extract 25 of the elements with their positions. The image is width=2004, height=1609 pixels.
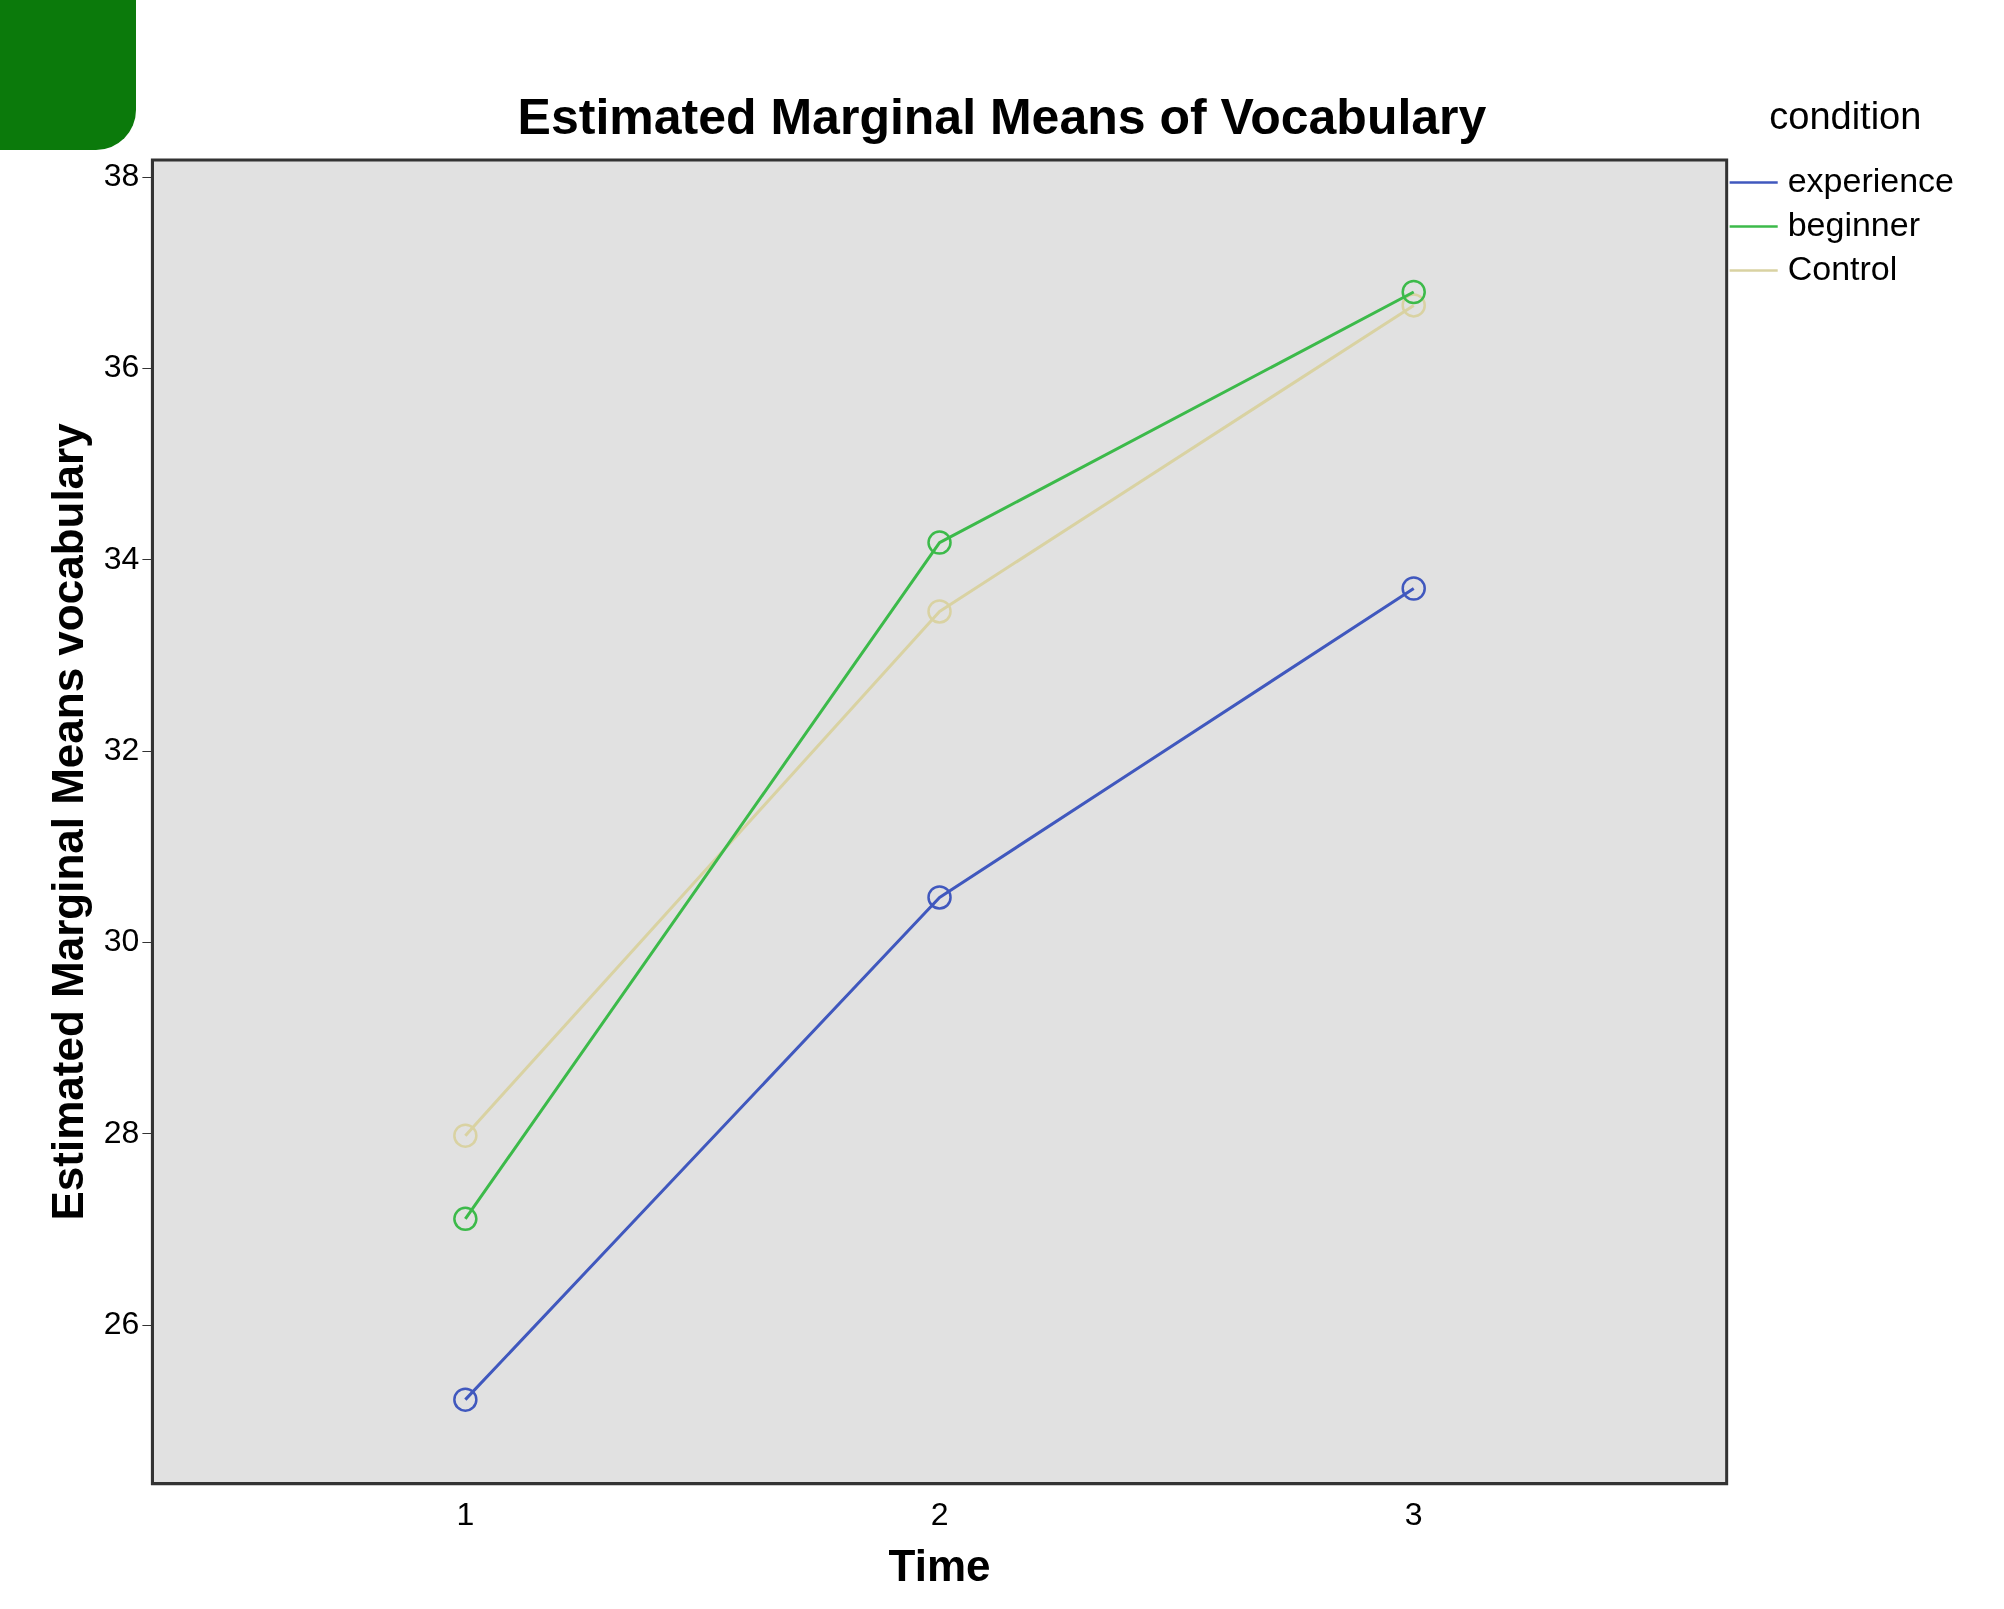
point — [453, 1206, 478, 1232]
x-axis-title: Time — [888, 1540, 991, 1590]
y-tick-label: 26 — [103, 1304, 140, 1341]
point — [453, 1387, 478, 1412]
x-tick-label: 1 — [456, 1495, 475, 1532]
point — [1401, 576, 1426, 601]
y-tick-label: 34 — [103, 539, 140, 576]
legend-label: Control — [1787, 248, 1898, 287]
y-tick-label: 38 — [103, 157, 140, 194]
legend-title: condition — [1769, 95, 1922, 138]
y-tick-label: 30 — [103, 922, 140, 959]
chart-title: Estimated Marginal Means of Vocabulary — [517, 88, 1487, 145]
point — [453, 1123, 478, 1148]
point — [927, 530, 952, 555]
x-tick-label: 2 — [930, 1495, 949, 1532]
point — [927, 885, 952, 910]
y-axis-title: Estimated Marginal Means vocabulary — [42, 422, 92, 1221]
point — [927, 599, 952, 624]
point — [1401, 279, 1426, 305]
y-tick-label: 32 — [103, 730, 140, 767]
legend-label: beginner — [1787, 204, 1921, 243]
legend-label: experience — [1787, 160, 1955, 199]
y-tick-label: 36 — [103, 348, 140, 385]
y-tick-label: 28 — [103, 1113, 140, 1150]
x-tick-label: 3 — [1404, 1495, 1423, 1532]
